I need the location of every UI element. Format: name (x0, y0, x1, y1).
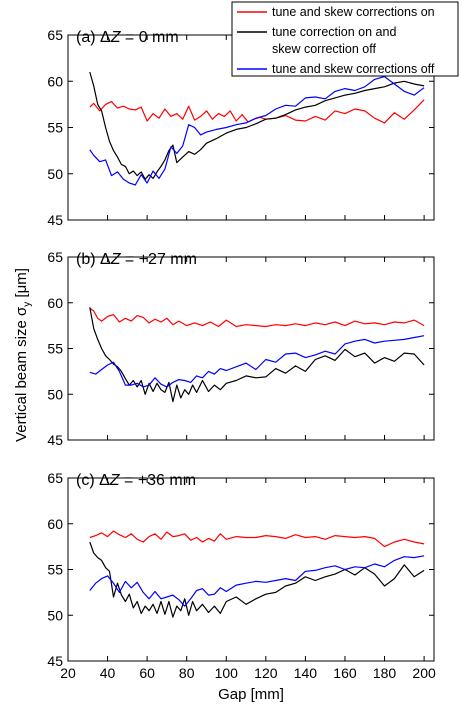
y-tick-label: 65 (47, 27, 63, 43)
series-group (89, 530, 425, 618)
y-tick-label: 50 (47, 386, 63, 402)
plot-frame (67, 256, 435, 441)
y-tick-label: 50 (47, 607, 63, 623)
y-tick-label: 45 (47, 432, 63, 448)
series-line-2 (89, 75, 425, 186)
series-line-2 (89, 335, 425, 388)
series-group (89, 307, 425, 403)
x-tick-label: 160 (333, 665, 357, 681)
panel-title-variable: Z (110, 29, 122, 46)
y-tick-label: 55 (47, 120, 63, 136)
x-tick-label: 200 (412, 665, 436, 681)
legend-label: tune and skew corrections on (272, 5, 435, 19)
panel-title: (b) ΔZ = +27 mm (76, 251, 197, 268)
panel-title: (a) ΔZ = 0 mm (76, 29, 179, 46)
y-axis-label-subscript: y (22, 302, 33, 307)
y-tick-label: 60 (47, 516, 63, 532)
x-tick-label: 60 (139, 665, 155, 681)
panel-title-suffix: = 0 mm (120, 29, 178, 46)
y-tick-label: 60 (47, 73, 63, 89)
legend: tune and skew corrections on tune correct… (231, 1, 459, 77)
panel-2: 45 50 55 60 65 20 40 60 80 100 120 140 160 180 200 (c) … (47, 470, 436, 681)
legend-label: skew correction off (272, 42, 377, 56)
series-line-1 (89, 307, 425, 403)
y-tick-label: 65 (47, 249, 63, 265)
y-axis-label-main: Vertical beam size σ (13, 306, 30, 442)
panel-title-suffix: = +36 mm (120, 472, 196, 489)
panel-title-prefix: (c) Δ (76, 472, 110, 489)
series-line-2 (89, 555, 425, 607)
x-tick-label: 20 (60, 665, 76, 681)
y-tick-label: 60 (47, 295, 63, 311)
x-tick-label: 120 (254, 665, 278, 681)
panel-0: 45 50 55 60 65 (a) ΔZ = 0 mm (47, 27, 435, 228)
series-line-0 (89, 307, 425, 328)
x-tick-label: 180 (373, 665, 397, 681)
series-line-1 (89, 541, 425, 618)
x-tick-label: 80 (179, 665, 195, 681)
panel-title-prefix: (b) Δ (76, 251, 111, 268)
y-tick-label: 45 (47, 653, 63, 669)
y-axis-label-unit: [μm] (13, 268, 30, 302)
x-tick-label: 40 (100, 665, 116, 681)
series-line-0 (89, 530, 425, 548)
x-axis-label: Gap [mm] (218, 686, 284, 703)
legend-box (231, 1, 459, 77)
legend-label: tune correction on and (272, 25, 396, 39)
panel-title-variable: Z (110, 251, 122, 268)
legend-label: tune and skew corrections off (272, 62, 435, 76)
plot-frame (67, 477, 435, 662)
series-line-1 (89, 71, 425, 180)
panel-title: (c) ΔZ = +36 mm (76, 472, 196, 489)
x-tick-label: 140 (294, 665, 318, 681)
panel-title-variable: Z (109, 472, 121, 489)
y-tick-label: 65 (47, 470, 63, 486)
series-line-0 (89, 99, 425, 124)
y-tick-label: 50 (47, 166, 63, 182)
y-tick-label: 45 (47, 212, 63, 228)
panel-title-suffix: = +27 mm (120, 251, 196, 268)
x-tick-label: 100 (215, 665, 239, 681)
y-tick-label: 55 (47, 341, 63, 357)
y-tick-label: 55 (47, 562, 63, 578)
series-group (89, 71, 425, 186)
panel-1: 45 50 55 60 65 (b) ΔZ = +27 mm (47, 249, 435, 448)
panel-title-prefix: (a) Δ (76, 29, 111, 46)
y-axis-label: Vertical beam size σy [μm] (13, 268, 33, 442)
